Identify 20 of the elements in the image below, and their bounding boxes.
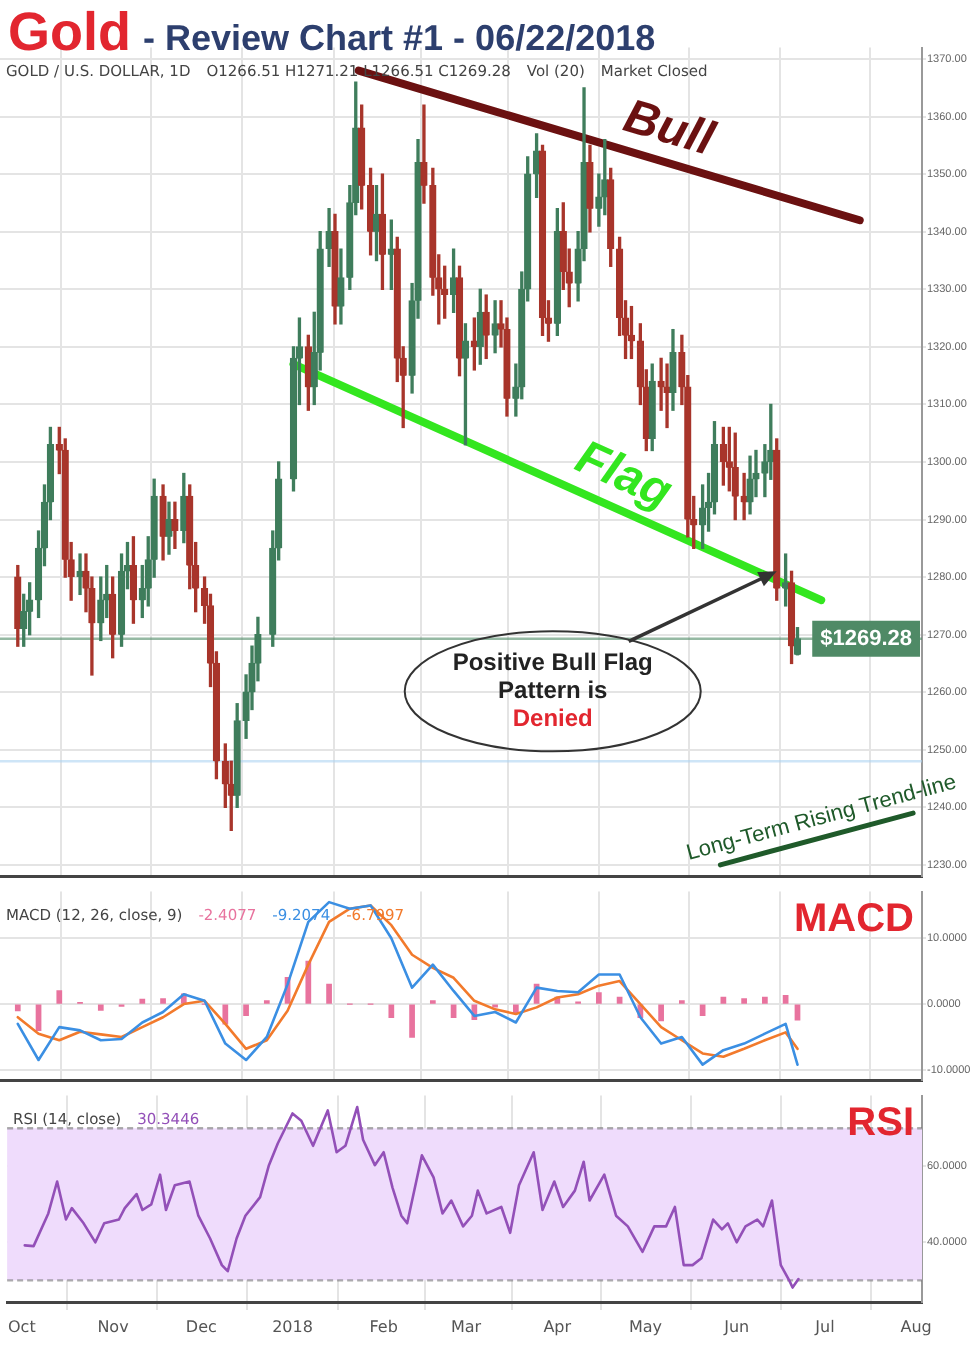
- annotation: Denied: [512, 703, 593, 732]
- x-tick-label: May: [628, 1317, 663, 1336]
- chart-title: Gold: [8, 2, 131, 62]
- x-tick-label: Apr: [543, 1317, 573, 1336]
- x-tick-label: Feb: [369, 1317, 398, 1336]
- x-tick-label: Mar: [450, 1317, 483, 1336]
- text: Flag: [567, 430, 681, 520]
- annotation: Positive Bull Flag Pattern is: [452, 647, 653, 704]
- x-tick-label: Aug: [900, 1317, 932, 1336]
- ref-line-label: $1269.28: [820, 626, 913, 651]
- x-tick-label: 2018: [272, 1317, 313, 1336]
- chart-title: RSI: [847, 1100, 914, 1145]
- text: Bull: [617, 89, 723, 168]
- x-tick-label: Dec: [185, 1317, 217, 1336]
- chart-title: MACD: [794, 896, 914, 941]
- x-tick-label: Oct: [7, 1317, 36, 1336]
- x-tick-label: Nov: [97, 1317, 130, 1336]
- chart-subtitle: - Review Chart #1 - 06/22/2018: [143, 18, 656, 58]
- x-tick-label: Jul: [813, 1317, 835, 1336]
- x-tick-label: Jun: [722, 1317, 750, 1336]
